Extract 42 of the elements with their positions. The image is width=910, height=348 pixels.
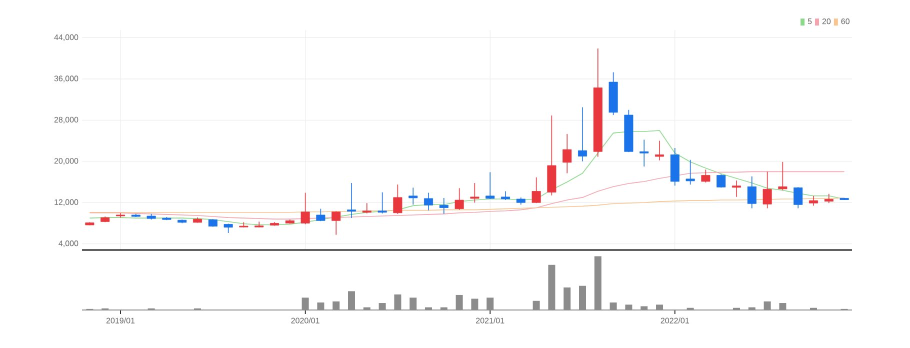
candlestick <box>778 161 788 191</box>
candlestick <box>562 134 572 174</box>
candlestick <box>762 171 772 209</box>
candlestick <box>824 193 834 204</box>
candlestick <box>532 176 541 204</box>
candlestick <box>470 182 480 203</box>
candlestick <box>794 186 803 209</box>
x-tick-label: 2020/01 <box>291 318 320 324</box>
y-tick-label: 36,000 <box>54 76 78 82</box>
candlestick <box>686 159 695 185</box>
candlestick <box>578 106 588 162</box>
candlestick <box>716 174 726 188</box>
y-tick-label: 4,000 <box>58 240 78 248</box>
legend-label: 20 <box>822 18 831 24</box>
y-tick-label: 44,000 <box>54 34 78 42</box>
candlestick <box>424 192 434 211</box>
candlestick <box>808 196 818 206</box>
x-tick-label: 2019/01 <box>106 318 135 324</box>
candlestick <box>300 192 310 225</box>
candlestick <box>732 180 742 198</box>
candlestick <box>393 184 402 214</box>
candlestick <box>701 169 710 183</box>
candlestick <box>747 176 756 209</box>
candlestick <box>486 172 495 200</box>
legend-label: 60 <box>841 18 850 24</box>
candlestick <box>346 182 356 218</box>
x-tick-label: 2022/01 <box>660 318 689 324</box>
candlestick <box>654 140 664 161</box>
candlestick <box>640 139 649 167</box>
candlestick <box>378 192 387 214</box>
candlestick <box>332 210 341 236</box>
candlestick <box>408 187 418 206</box>
y-tick-label: 28,000 <box>54 116 78 124</box>
legend-label: 5 <box>808 18 812 24</box>
y-tick-label: 20,000 <box>54 158 78 165</box>
y-tick-label: 12,000 <box>54 199 78 206</box>
candlestick <box>362 202 372 214</box>
candlestick <box>454 188 464 210</box>
candlestick <box>439 198 448 214</box>
candlestick <box>316 208 326 222</box>
candlestick <box>224 223 233 234</box>
x-tick-label: 2021/01 <box>476 318 504 324</box>
